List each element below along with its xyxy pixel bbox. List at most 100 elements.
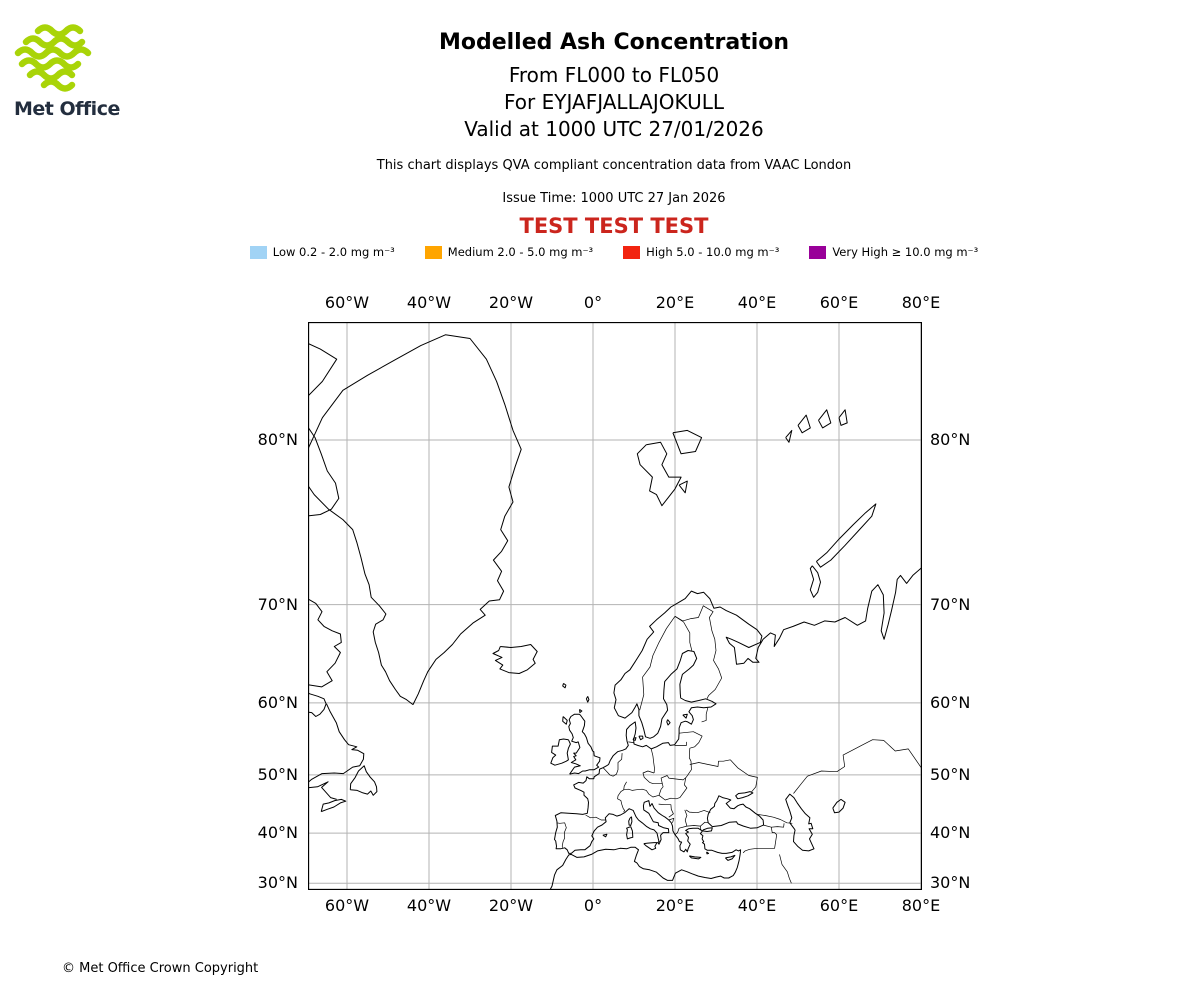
coastline (702, 827, 713, 832)
coastline (628, 816, 633, 826)
legend-swatch-high (623, 245, 641, 259)
country-border (700, 821, 709, 827)
lat-tick-label-left: 60°N (257, 692, 298, 712)
coastline (672, 429, 703, 455)
lat-tick-label-right: 60°N (930, 692, 971, 712)
country-border (674, 741, 687, 746)
country-border (623, 781, 627, 790)
legend-swatch-low (249, 245, 267, 259)
legend-item-low: Low 0.2 - 2.0 mg m⁻³ (249, 245, 395, 259)
lat-tick-label-right: 70°N (930, 594, 971, 614)
country-border (650, 748, 655, 774)
lat-tick-label-left: 30°N (257, 873, 298, 893)
lon-tick-label-top: 20°W (488, 293, 534, 312)
map-border (307, 321, 923, 891)
legend-item-medium: Medium 2.0 - 5.0 mg m⁻³ (424, 245, 594, 259)
lon-tick-label-top: 0° (583, 293, 603, 312)
coastline (785, 429, 793, 443)
country-border (642, 770, 687, 785)
coastline (308, 598, 342, 688)
coastline (579, 708, 583, 714)
subtitle-volcano: For EYJAFJALLAJOKULL (504, 90, 724, 114)
legend-label-low: Low 0.2 - 2.0 mg m⁻³ (272, 245, 395, 259)
coastline (554, 769, 703, 854)
lon-tick-label-bottom: 60°W (324, 896, 370, 915)
coastline (308, 703, 365, 784)
lat-tick-label-right: 80°N (930, 430, 971, 449)
subtitle-flight-levels: From FL000 to FL050 (508, 63, 720, 87)
country-border (689, 759, 731, 767)
coastline (562, 716, 568, 725)
country-border (668, 817, 675, 823)
legend-item-high: High 5.0 - 10.0 mg m⁻³ (623, 245, 779, 259)
lon-tick-label-top: 60°W (324, 293, 370, 312)
country-border (674, 605, 723, 699)
coastline (682, 713, 688, 719)
coastline (809, 565, 821, 598)
coastline (797, 414, 811, 434)
lon-tick-label-bottom: 80°E (901, 896, 941, 915)
legend-label-high: High 5.0 - 10.0 mg m⁻³ (646, 245, 780, 259)
country-border (763, 823, 785, 828)
coastline (308, 426, 340, 517)
coastline (706, 795, 765, 829)
copyright-note: © Met Office Crown Copyright (62, 961, 259, 976)
test-banner: TEST TEST TEST (519, 214, 709, 238)
lon-tick-label-top: 20°E (655, 293, 695, 312)
country-border (684, 809, 688, 827)
country-border (685, 748, 692, 778)
legend-label-medium: Medium 2.0 - 5.0 mg m⁻³ (447, 245, 594, 259)
country-border (679, 731, 703, 749)
country-border (602, 753, 623, 777)
lon-tick-label-bottom: 20°E (655, 896, 695, 915)
lat-tick-label-left: 80°N (257, 430, 298, 449)
legend-swatch-very-high (809, 245, 827, 259)
subtitle-valid-time: Valid at 1000 UTC 27/01/2026 (464, 117, 764, 141)
met-office-logo-text: Met Office (14, 98, 120, 120)
coastline (562, 682, 567, 689)
lon-tick-label-bottom: 40°E (737, 896, 777, 915)
country-border (742, 827, 778, 854)
coastline (643, 842, 658, 851)
country-border (556, 822, 567, 848)
lat-tick-label-left: 50°N (257, 764, 298, 784)
country-border (701, 707, 709, 723)
lat-tick-label-right: 50°N (930, 764, 971, 784)
coastline (678, 480, 688, 494)
chart-title: Modelled Ash Concentration (438, 30, 790, 55)
coastline (815, 503, 877, 568)
country-border (793, 739, 922, 794)
country-border (639, 616, 676, 711)
lon-tick-label-top: 60°E (819, 293, 859, 312)
coastline (666, 719, 671, 726)
chart-subtitles: From FL000 to FL050 For EYJAFJALLAJOKULL… (14, 62, 1200, 143)
country-border (674, 616, 693, 651)
lon-tick-label-top: 40°E (737, 293, 777, 312)
lon-tick-label-bottom: 20°W (488, 896, 534, 915)
lon-tick-label-top: 80°E (901, 293, 941, 312)
legend-swatch-medium (424, 245, 442, 259)
legend-label-very-high: Very High ≥ 10.0 mg m⁻³ (832, 245, 979, 259)
met-office-logo: Met Office (14, 24, 134, 120)
coastline (838, 409, 848, 426)
lat-tick-label-left: 70°N (257, 594, 298, 614)
coastline (638, 735, 644, 741)
coastline (735, 791, 754, 800)
country-border (686, 825, 702, 830)
country-border (779, 854, 792, 884)
issue-time: Issue Time: 1000 UTC 27 Jan 2026 (502, 191, 726, 206)
legend-item-very-high: Very High ≥ 10.0 mg m⁻³ (809, 245, 978, 259)
coastline (632, 737, 637, 741)
country-border (756, 814, 793, 824)
coastline (785, 793, 815, 852)
coastline (626, 826, 634, 840)
lon-tick-label-bottom: 60°E (819, 896, 859, 915)
coastline (308, 692, 327, 717)
coastline (706, 851, 710, 855)
country-border (658, 803, 674, 818)
country-border (628, 741, 634, 743)
coastline (688, 855, 702, 860)
lon-tick-label-top: 40°W (406, 293, 452, 312)
coastline (585, 696, 590, 703)
lat-tick-label-right: 30°N (930, 873, 971, 893)
